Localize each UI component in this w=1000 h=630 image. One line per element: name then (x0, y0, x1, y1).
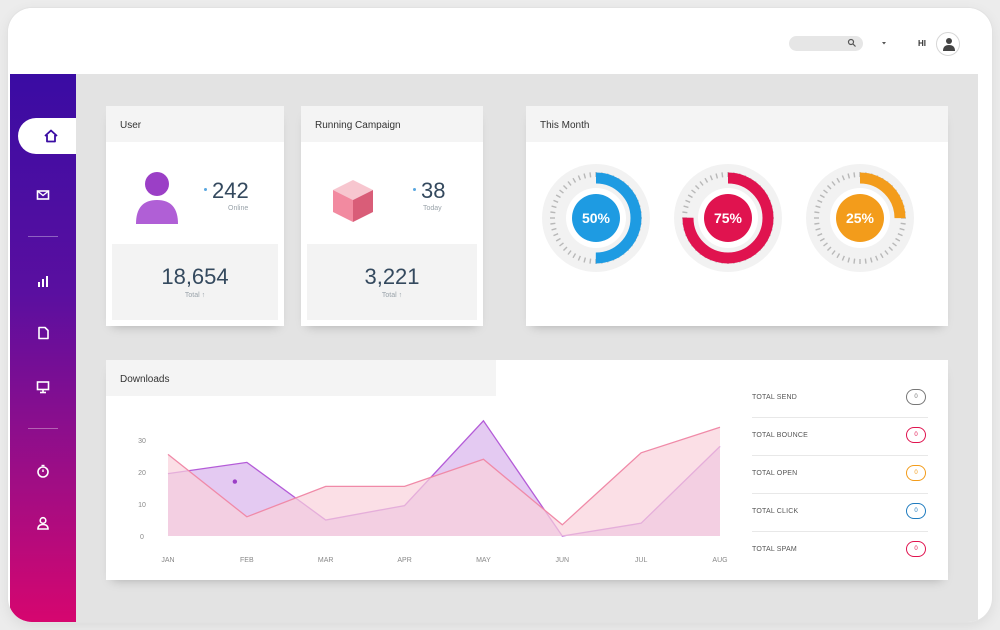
card-title: This Month (540, 120, 590, 131)
avatar[interactable] (936, 32, 960, 56)
y-tick-label: 0 (140, 534, 144, 541)
legend-badge[interactable]: 0 (906, 503, 926, 519)
x-tick-label: AUG (712, 557, 727, 564)
search-input[interactable] (789, 36, 863, 51)
user-icon (136, 172, 178, 224)
gauge-orange: 25% (804, 162, 916, 274)
cube-icon (333, 180, 373, 222)
legend-label: TOTAL BOUNCE (752, 432, 808, 439)
legend-row: TOTAL SPAM 0 (752, 532, 928, 570)
app-window: HI (8, 8, 992, 622)
total-count: 3,221 (364, 264, 420, 289)
legend-badge[interactable]: 0 (906, 541, 926, 557)
gauge-red: 75% (672, 162, 784, 274)
total-count: 18,654 (161, 264, 229, 289)
top-bar: HI (8, 8, 992, 74)
card-header: User (106, 106, 284, 142)
legend-badge[interactable]: 0 (906, 389, 926, 405)
legend-row: TOTAL BOUNCE 0 (752, 418, 928, 456)
card-title: User (120, 120, 142, 131)
gauge-arc (550, 172, 642, 264)
series-line-1 (167, 426, 721, 526)
downloads-card: Downloads 0 10 20 30 JAN FEB MAR APR MAY JUN JUL AU… (106, 360, 948, 580)
x-tick-label: FEB (240, 557, 254, 564)
status-dot (204, 188, 207, 191)
user-icon (943, 38, 955, 51)
x-tick-label: JAN (161, 557, 174, 564)
user-icon (37, 516, 49, 530)
today-count: 38 (421, 178, 446, 203)
bar-chart-icon (38, 276, 48, 287)
sidebar-item-timer[interactable] (10, 456, 76, 486)
y-tick-label: 10 (138, 502, 146, 509)
legend-badge[interactable]: 0 (906, 427, 926, 443)
sidebar-item-mail[interactable] (10, 180, 76, 210)
y-tick-label: 20 (138, 470, 146, 477)
sidebar-divider (28, 428, 58, 429)
card-title: Downloads (120, 374, 170, 385)
legend-row: TOTAL SEND 0 (752, 380, 928, 418)
total-label: Total ↑ (184, 292, 206, 299)
gauge-label: 50% (581, 210, 611, 226)
greeting-text: HI (918, 39, 926, 48)
monitor-icon (36, 381, 50, 394)
x-tick-label: APR (397, 557, 411, 564)
downloads-chart: 0 10 20 30 JAN FEB MAR APR MAY JUN JUL AUG (138, 419, 728, 564)
sidebar-divider (28, 236, 58, 237)
legend-label: TOTAL CLICK (752, 508, 799, 515)
mail-icon (36, 190, 50, 200)
card-header: This Month (526, 106, 948, 142)
gauge-center (836, 194, 884, 242)
this-month-card: This Month 50% 75% 25% (526, 106, 948, 326)
series-area-1 (168, 427, 720, 536)
legend-label: TOTAL SPAM (752, 546, 797, 553)
gauge-arc (682, 172, 774, 264)
total-box: 18,654 Total ↑ (112, 244, 278, 320)
home-icon (44, 129, 58, 143)
gauge-label: 75% (713, 210, 743, 226)
gauge-center (704, 194, 752, 242)
x-tick-label: JUN (555, 557, 569, 564)
card-header: Running Campaign (301, 106, 483, 142)
today-label: Today (423, 205, 442, 212)
sidebar-item-monitor[interactable] (10, 372, 76, 402)
legend-row: TOTAL CLICK 0 (752, 494, 928, 532)
gauge-arc (814, 172, 906, 264)
legend-label: TOTAL OPEN (752, 470, 798, 477)
sidebar-item-documents[interactable] (10, 318, 76, 348)
sidebar-item-profile[interactable] (10, 508, 76, 538)
chevron-down-icon[interactable] (879, 38, 889, 48)
gauge-blue: 50% (540, 162, 652, 274)
campaign-card: Running Campaign 38 Today 3,221 Total ↑ (301, 106, 483, 326)
card-title: Running Campaign (315, 120, 401, 131)
x-tick-label: MAY (476, 557, 491, 564)
legend-label: TOTAL SEND (752, 394, 798, 401)
online-count: 242 (212, 178, 249, 203)
total-label: Total ↑ (381, 292, 403, 299)
user-card: User 242 Online 18,654 Total ↑ (106, 106, 284, 326)
search-icon (847, 38, 856, 47)
gauge-label: 25% (845, 210, 875, 226)
sidebar (10, 74, 78, 622)
legend-badge[interactable]: 0 (906, 465, 926, 481)
card-header: Downloads (106, 360, 496, 396)
document-icon (38, 326, 49, 340)
x-tick-label: JUL (635, 557, 648, 564)
data-point[interactable] (232, 479, 238, 484)
total-box: 3,221 Total ↑ (307, 244, 477, 320)
online-label: Online (228, 205, 249, 212)
sidebar-item-stats[interactable] (10, 266, 76, 296)
status-dot (413, 188, 416, 191)
gauge-center (572, 194, 620, 242)
dashboard-content: User 242 Online 18,654 Total ↑ Running C… (76, 74, 978, 622)
x-tick-label: MAR (318, 557, 334, 564)
y-tick-label: 30 (138, 438, 146, 445)
legend-row: TOTAL OPEN 0 (752, 456, 928, 494)
sidebar-item-home[interactable] (18, 118, 78, 154)
stopwatch-icon (37, 464, 49, 478)
